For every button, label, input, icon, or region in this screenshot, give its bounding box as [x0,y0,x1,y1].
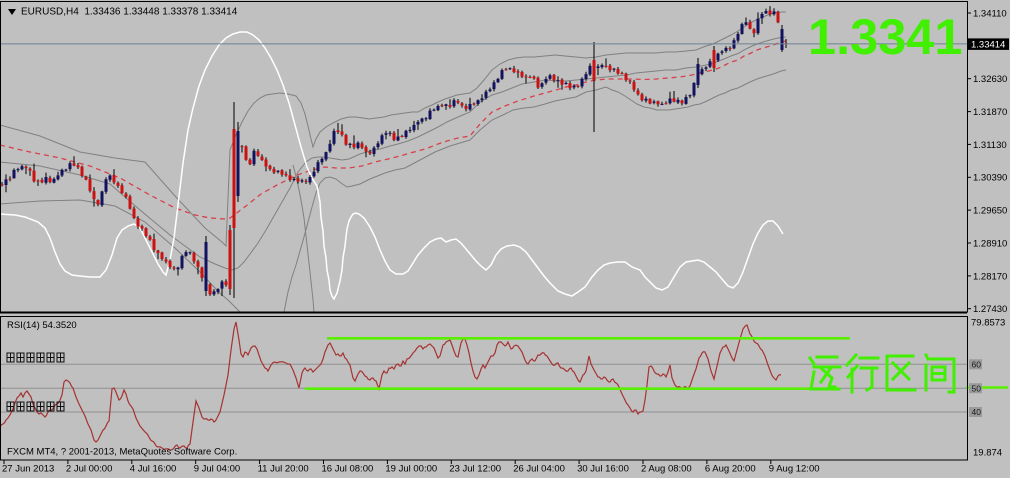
svg-text:30 Jul 16:00: 30 Jul 16:00 [577,464,629,475]
svg-text:2 Aug 08:00: 2 Aug 08:00 [641,464,692,475]
svg-text:6 Aug 20:00: 6 Aug 20:00 [705,464,756,475]
svg-text:27 Jun 2013: 27 Jun 2013 [2,464,54,475]
svg-text:FXCM MT4, ? 2001-2013, MetaQuo: FXCM MT4, ? 2001-2013, MetaQuotes Softwa… [7,447,237,458]
svg-text:1.29650: 1.29650 [973,206,1007,217]
svg-text:1.27430: 1.27430 [973,304,1007,315]
svg-text:9 Jul 04:00: 9 Jul 04:00 [194,464,240,475]
svg-text:50: 50 [972,383,982,393]
svg-text:1.33414: 1.33414 [971,40,1005,51]
svg-text:11 Jul 20:00: 11 Jul 20:00 [258,464,309,475]
svg-text:1.28910: 1.28910 [973,238,1007,249]
svg-text:1.32630: 1.32630 [973,74,1007,85]
svg-text:60: 60 [972,360,982,370]
svg-text:1.31870: 1.31870 [973,107,1007,118]
svg-text:EURUSD,H4 1.33436 1.33448 1.3: EURUSD,H4 1.33436 1.33448 1.33378 1.3341… [21,7,238,18]
svg-text:2 Jul 00:00: 2 Jul 00:00 [66,464,112,475]
svg-text:1.34110: 1.34110 [973,8,1007,19]
svg-text:1.31130: 1.31130 [973,140,1007,151]
svg-text:79.8573: 79.8573 [971,318,1005,329]
svg-text:40: 40 [972,407,982,417]
svg-text:4 Jul 16:00: 4 Jul 16:00 [130,464,176,475]
svg-text:RSI(14) 54.3520: RSI(14) 54.3520 [7,320,77,331]
svg-text:19 Jul 00:00: 19 Jul 00:00 [385,464,437,475]
svg-text:1.28170: 1.28170 [973,271,1007,282]
svg-text:26 Jul 04:00: 26 Jul 04:00 [513,464,565,475]
svg-text:23 Jul 12:00: 23 Jul 12:00 [449,464,501,475]
svg-text:16 Jul 08:00: 16 Jul 08:00 [322,464,374,475]
svg-text:19.874: 19.874 [973,448,1002,459]
svg-text:1.3341: 1.3341 [808,8,962,65]
svg-text:1.30390: 1.30390 [973,173,1007,184]
svg-text:9 Aug 12:00: 9 Aug 12:00 [769,464,820,475]
